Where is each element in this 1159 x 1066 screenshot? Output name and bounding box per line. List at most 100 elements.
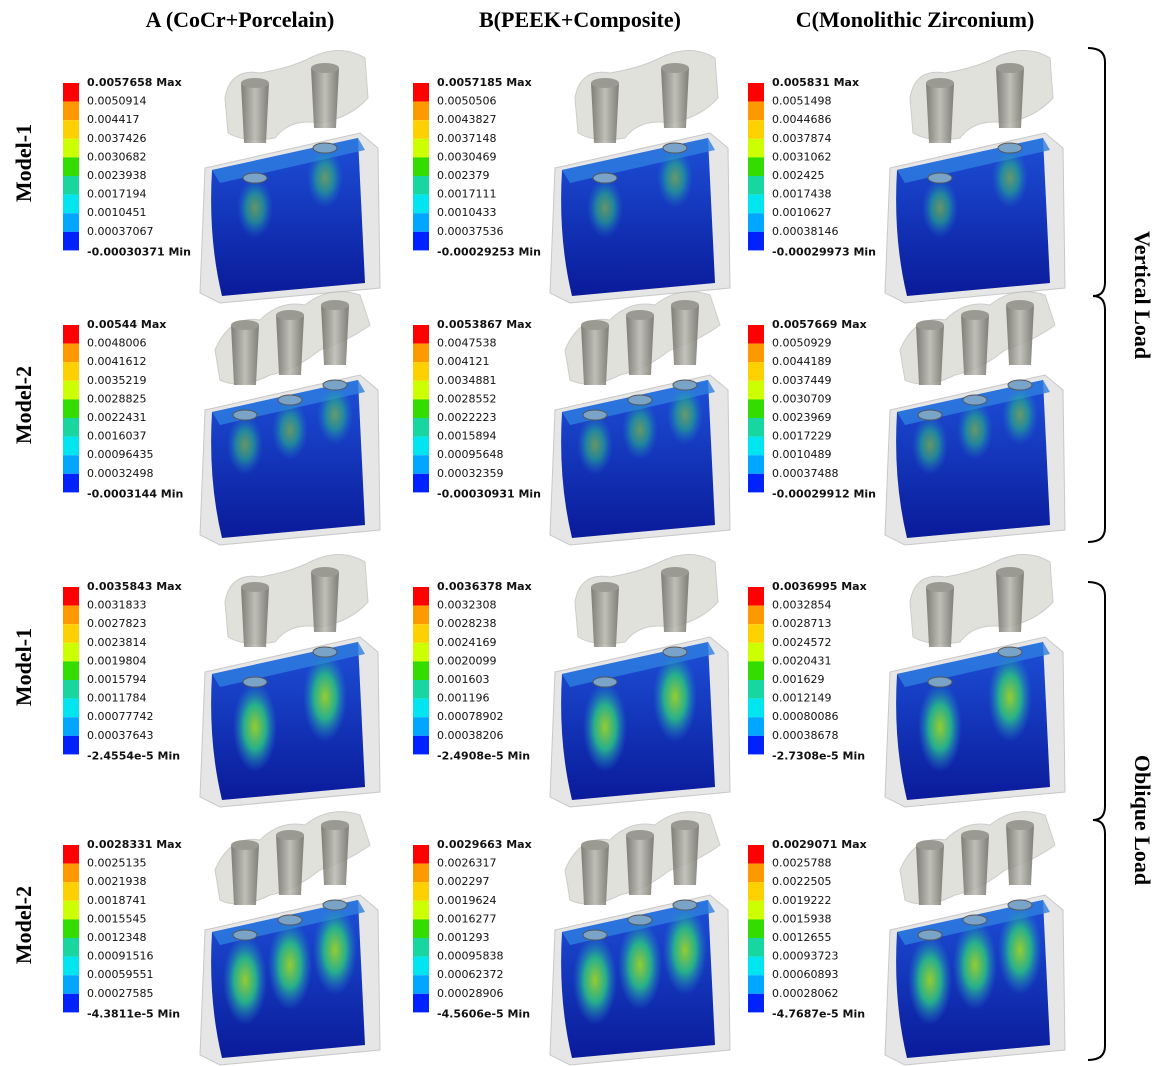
legend-label: 0.001293	[437, 931, 490, 944]
abutment-top	[996, 567, 1024, 577]
abutment	[626, 835, 654, 895]
legend-label: 0.00078902	[437, 710, 503, 723]
legend-label: 0.0036378 Max	[437, 580, 532, 593]
legend-band	[413, 102, 429, 121]
legend-band	[63, 643, 79, 662]
legend-band	[413, 994, 429, 1013]
legend-label: 0.0012149	[772, 692, 832, 705]
legend-label: 0.0053867 Max	[437, 318, 532, 331]
stress-zone	[667, 385, 703, 445]
legend-label: 0.0048006	[87, 337, 147, 350]
abutment	[591, 587, 619, 647]
legend-band	[413, 680, 429, 699]
load-label: Vertical Load	[1130, 231, 1155, 359]
legend-label: 0.0019804	[87, 654, 147, 667]
legend-band	[748, 120, 764, 139]
legend-band	[748, 901, 764, 920]
legend-label: 0.0050914	[87, 95, 147, 108]
model-render	[550, 555, 730, 808]
abutment	[926, 83, 954, 143]
legend-band	[413, 736, 429, 755]
abutment-top	[321, 820, 349, 830]
legend-band	[748, 176, 764, 195]
abutment-top	[996, 63, 1024, 73]
legend-label: 0.00062372	[437, 968, 503, 981]
legend-band	[748, 381, 764, 400]
column-header: C(Monolithic Zirconium)	[796, 7, 1035, 32]
implant-head	[278, 395, 302, 405]
legend-label: -0.00029912 Min	[772, 487, 876, 500]
legend-label: -4.7687e-5 Min	[772, 1007, 865, 1020]
legend-label: 0.0023814	[87, 636, 147, 649]
legend-label: 0.0037148	[437, 132, 497, 145]
legend-label: 0.0037874	[772, 132, 832, 145]
model-render	[885, 51, 1065, 304]
abutment	[321, 825, 349, 885]
implant-head	[323, 900, 347, 910]
legend-band	[748, 232, 764, 251]
legend-band	[413, 901, 429, 920]
bracket	[1088, 48, 1105, 542]
legend-band	[63, 344, 79, 363]
legend-label: 0.0011784	[87, 692, 147, 705]
legend-band	[748, 474, 764, 493]
legend-band	[413, 120, 429, 139]
implant-head	[663, 647, 687, 657]
legend-label: -0.00029253 Min	[437, 245, 541, 258]
abutment-top	[1006, 820, 1034, 830]
legend-band	[63, 83, 79, 102]
abutment	[1006, 305, 1034, 365]
stress-zone	[622, 400, 658, 460]
bracket	[1088, 582, 1105, 1060]
legend-band	[413, 643, 429, 662]
legend-label: 0.0017111	[437, 188, 497, 201]
row-label: Model-2	[11, 366, 36, 444]
stress-zone	[998, 905, 1042, 995]
legend-band	[748, 624, 764, 643]
legend-band	[63, 399, 79, 418]
stress-zone	[1002, 385, 1038, 445]
legend-label: 0.0030469	[437, 150, 497, 163]
load-label: Oblique Load	[1130, 755, 1155, 885]
abutment	[671, 825, 699, 885]
legend-band	[748, 399, 764, 418]
abutment	[311, 68, 339, 128]
abutment	[996, 572, 1024, 632]
legend-label: 0.00032359	[437, 467, 503, 480]
legend-label: 0.0025135	[87, 857, 147, 870]
stress-zone	[657, 148, 693, 208]
legend-label: 0.0050506	[437, 95, 497, 108]
abutment-top	[311, 567, 339, 577]
legend-label: -0.00030371 Min	[87, 245, 191, 258]
implant-head	[278, 915, 302, 925]
legend-band	[63, 176, 79, 195]
implant-head	[583, 410, 607, 420]
legend-label: 0.0026317	[437, 857, 497, 870]
legend-band	[413, 938, 429, 957]
model-render	[200, 812, 380, 1065]
abutment-top	[321, 300, 349, 310]
stress-zone	[653, 652, 697, 742]
legend-label: 0.0044189	[772, 355, 832, 368]
legend-band	[63, 474, 79, 493]
legend-band	[748, 437, 764, 456]
implant-head	[313, 647, 337, 657]
implant-head	[313, 143, 337, 153]
legend-label: 0.0016037	[87, 430, 147, 443]
stress-zone	[912, 415, 948, 475]
legend-band	[748, 680, 764, 699]
legend-label: 0.00037643	[87, 729, 153, 742]
legend-label: 0.0028238	[437, 617, 497, 630]
abutment-top	[926, 582, 954, 592]
abutment	[231, 845, 259, 905]
abutment-top	[231, 320, 259, 330]
legend-label: 0.00037488	[772, 467, 838, 480]
model-render	[200, 292, 380, 545]
legend-label: 0.0012655	[772, 931, 832, 944]
legend-label: 0.001603	[437, 673, 490, 686]
legend-band	[413, 661, 429, 680]
legend-band	[413, 418, 429, 437]
legend-band	[748, 213, 764, 232]
legend-band	[413, 139, 429, 158]
abutment-top	[591, 78, 619, 88]
